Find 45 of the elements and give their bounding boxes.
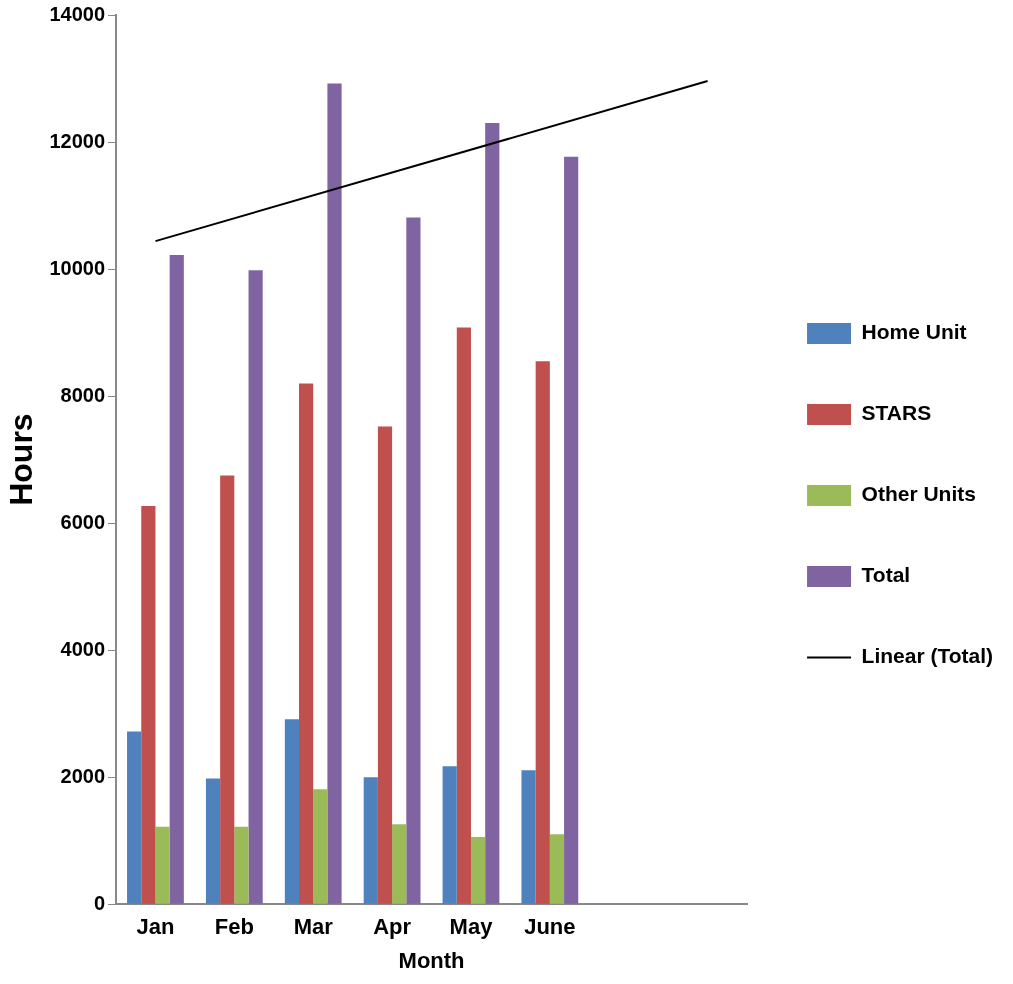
y-axis-title: Hours [3,413,40,506]
x-tick-label: Feb [214,914,254,940]
bar [406,217,421,904]
legend-label: Total [861,563,911,587]
bar [549,834,565,904]
y-tick-label: 10000 [49,256,106,279]
x-tick-label: June [524,914,576,940]
bar [521,770,536,904]
x-tick-label: Mar [293,914,334,940]
bar [535,361,550,904]
x-tick-label: Jan [136,914,175,940]
bar [248,270,263,904]
bar [456,327,471,904]
y-tick-label: 14000 [49,2,106,25]
x-axis-title: Month [398,947,465,973]
x-tick-label: Apr [373,914,412,940]
legend-label: Home Unit [861,320,967,344]
y-tick-label: 6000 [60,510,106,533]
bar [392,824,407,904]
x-tick-label: May [449,914,494,940]
bar [363,777,378,904]
bar [485,122,500,904]
bar [313,789,328,904]
y-tick-label: 0 [93,891,106,914]
legend-label: Linear (Total) [861,644,994,668]
bar [442,766,457,904]
bar [299,383,314,904]
bar [284,719,300,904]
bar [127,731,142,904]
bar [205,778,221,904]
bar [141,505,156,904]
bar [470,836,486,904]
y-tick-label: 2000 [60,764,106,787]
y-tick-label: 12000 [49,129,106,152]
y-tick-label: 4000 [60,637,106,660]
y-tick-label: 8000 [60,383,106,406]
bar [220,475,235,904]
legend-label: Other Units [861,482,976,506]
bar [155,826,170,904]
bar [377,426,393,904]
bar [327,83,342,904]
legend-label: STARS [861,401,932,425]
bar [169,255,184,904]
bar [234,826,249,904]
bar [564,156,579,904]
